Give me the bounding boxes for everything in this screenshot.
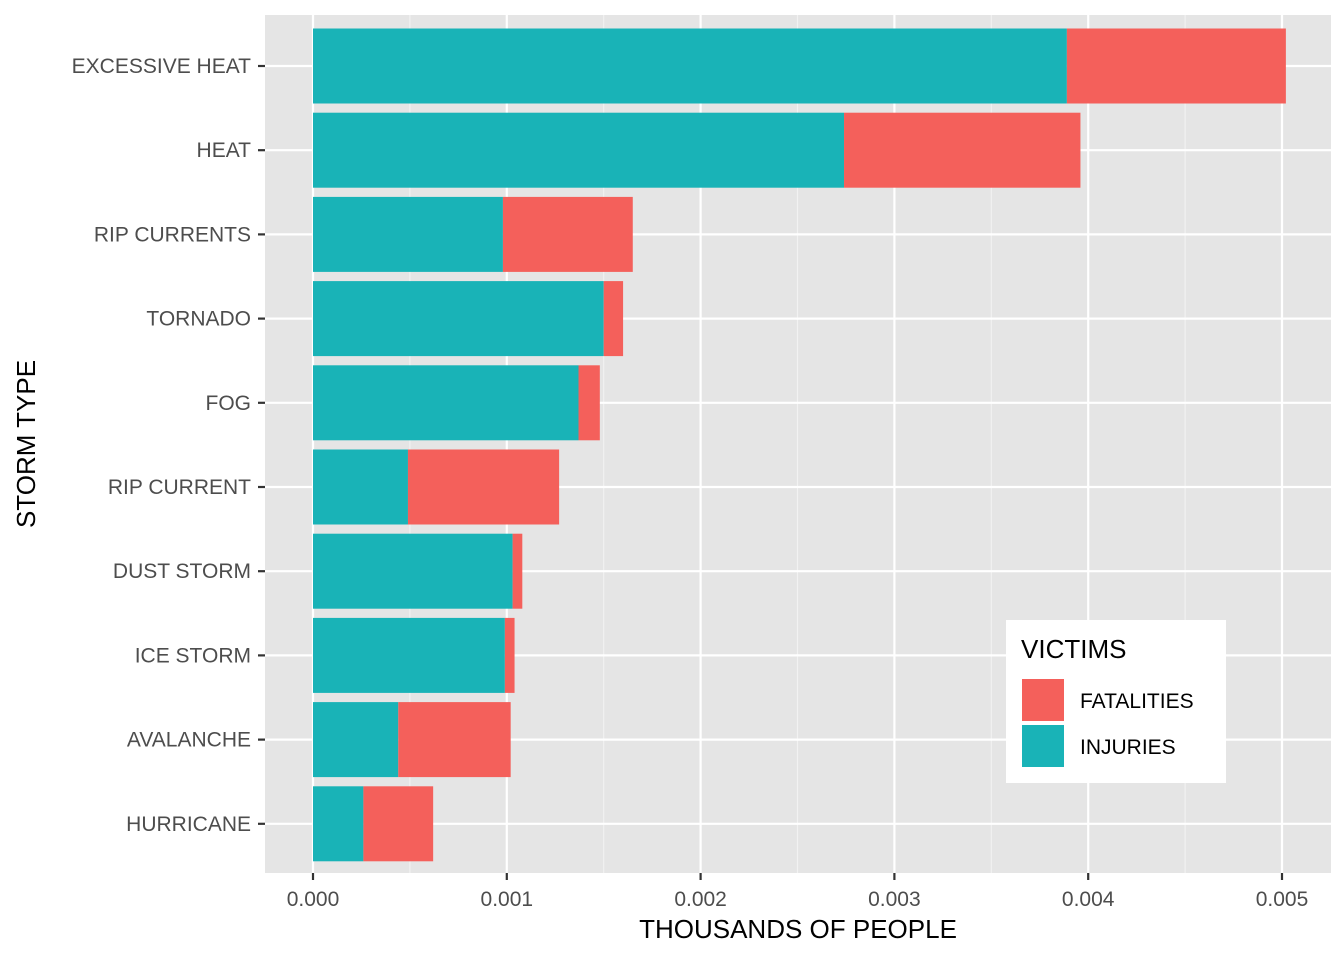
legend-label-injuries: INJURIES <box>1080 736 1176 759</box>
x-axis: 0.000 0.001 0.002 0.003 0.004 0.005 <box>287 873 1309 911</box>
bar-fatalities-rip-current <box>407 449 560 525</box>
y-tick-label: RIP CURRENTS <box>94 223 251 246</box>
y-tick-label: DUST STORM <box>113 560 251 583</box>
y-axis-title: STORM TYPE <box>11 360 41 528</box>
bar-fatalities-ice-storm <box>504 617 515 693</box>
x-tick-label: 0.003 <box>868 888 921 911</box>
bar-fatalities-tornado <box>603 281 624 357</box>
bar-fatalities-hurricane <box>363 786 434 862</box>
y-tick-label: RIP CURRENT <box>108 476 251 499</box>
y-tick-label: ICE STORM <box>135 644 251 667</box>
x-axis-title: THOUSANDS OF PEOPLE <box>639 914 957 944</box>
x-tick-label: 0.004 <box>1062 888 1115 911</box>
bar-injuries-avalanche <box>313 702 399 778</box>
bar-injuries-excessive-heat <box>313 28 1067 104</box>
bar-fatalities-heat <box>844 112 1081 188</box>
bar-fatalities-dust-storm <box>512 533 523 609</box>
bar-injuries-hurricane <box>313 786 364 862</box>
legend: VICTIMS FATALITIES INJURIES <box>1006 620 1226 783</box>
x-tick-label: 0.002 <box>674 888 727 911</box>
legend-label-fatalities: FATALITIES <box>1080 690 1194 713</box>
bar-injuries-tornado <box>313 281 604 357</box>
bars <box>313 28 1286 862</box>
y-tick-label: HEAT <box>197 139 252 162</box>
legend-key-injuries <box>1022 725 1064 767</box>
bar-injuries-dust-storm <box>313 533 513 609</box>
y-tick-label: EXCESSIVE HEAT <box>72 55 252 78</box>
bar-fatalities-rip-currents <box>502 196 633 272</box>
bar-injuries-rip-current <box>313 449 408 525</box>
y-tick-label: HURRICANE <box>126 813 251 836</box>
bar-fatalities-avalanche <box>398 702 511 778</box>
x-tick-label: 0.001 <box>481 888 534 911</box>
bar-fatalities-excessive-heat <box>1066 28 1286 104</box>
legend-title: VICTIMS <box>1021 634 1126 664</box>
bar-injuries-fog <box>313 365 579 441</box>
bar-injuries-ice-storm <box>313 617 505 693</box>
y-tick-label: FOG <box>206 392 252 415</box>
y-tick-label: TORNADO <box>146 308 251 331</box>
y-tick-label: AVALANCHE <box>127 729 251 752</box>
x-tick-label: 0.005 <box>1256 888 1309 911</box>
bar-injuries-heat <box>313 112 845 188</box>
legend-key-fatalities <box>1022 679 1064 721</box>
bar-injuries-rip-currents <box>313 196 503 272</box>
bar-fatalities-fog <box>578 365 600 441</box>
y-axis: EXCESSIVE HEAT HEAT RIP CURRENTS TORNADO FOG… <box>72 55 265 836</box>
x-tick-label: 0.000 <box>287 888 340 911</box>
